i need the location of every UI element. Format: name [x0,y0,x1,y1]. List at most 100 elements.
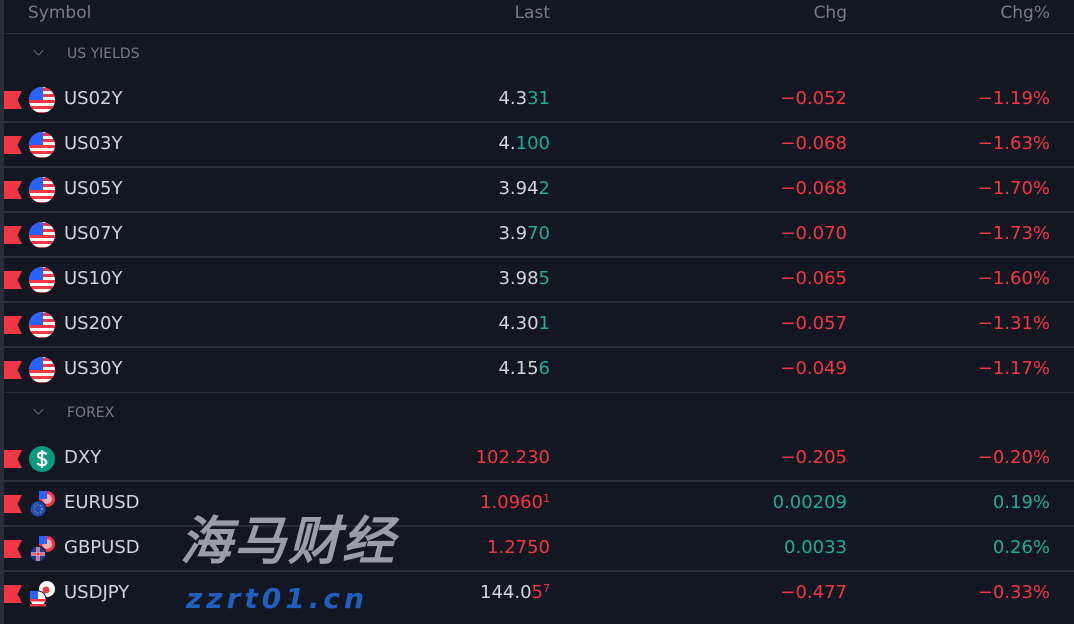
watchlist: Symbol Last Chg Chg% US YIELDS US02Y 4.3… [4,0,1074,617]
change: 0.00209 [772,492,847,513]
last-price: 144.057 [480,582,550,603]
symbol[interactable]: US20Y [64,313,123,334]
last-price: 1.09601 [480,492,550,513]
table-row[interactable]: US30Y 4.156 −0.049 −1.17% [4,348,1074,393]
last-main: 3.94 [498,178,539,199]
symbol[interactable]: US02Y [64,88,123,109]
flag-marker-icon[interactable] [4,91,22,109]
change: −0.052 [780,88,847,109]
change-percent: −0.20% [977,447,1050,468]
flag-marker-icon[interactable] [4,181,22,199]
col-chg[interactable]: Chg [813,3,847,23]
last-main: 144.0 [480,582,532,603]
change-percent: −1.31% [977,313,1050,334]
watchlist-body: US YIELDS US02Y 4.331 −0.052 −1.19% US03… [4,34,1074,617]
flag-marker-icon[interactable] [4,316,22,334]
last-highlight: 1 [538,313,550,334]
change: −0.049 [780,358,847,379]
last-price: 1.2750 [487,537,550,558]
last-price: 4.156 [498,358,550,379]
last-price: 4.100 [498,133,550,154]
table-row[interactable]: US20Y 4.301 −0.057 −1.31% [4,303,1074,348]
table-row[interactable]: EURUSD 1.09601 0.00209 0.19% [4,482,1074,527]
last-pip: 1 [543,492,550,505]
change: −0.070 [780,223,847,244]
flag-marker-icon[interactable] [4,585,22,603]
group-header-us-yields[interactable]: US YIELDS [4,34,1074,78]
change-percent: −1.17% [977,358,1050,379]
change-percent: −1.70% [977,178,1050,199]
chevron-down-icon[interactable] [33,404,44,415]
last-highlight: 1.2750 [487,537,550,558]
change-percent: −1.63% [977,133,1050,154]
symbol[interactable]: USDJPY [64,582,130,603]
table-row[interactable]: US03Y 4.100 −0.068 −1.63% [4,123,1074,168]
flag-marker-icon[interactable] [4,136,22,154]
flag-marker-icon[interactable] [4,495,22,513]
change: −0.477 [780,582,847,603]
last-price: 3.970 [498,223,550,244]
change: −0.065 [780,268,847,289]
table-row[interactable]: US02Y 4.331 −0.052 −1.19% [4,78,1074,123]
last-pip: 7 [543,582,550,595]
change-percent: −1.60% [977,268,1050,289]
change-percent: −1.73% [977,223,1050,244]
last-main: 4.15 [498,358,539,379]
flag-marker-icon[interactable] [4,271,22,289]
flag-marker-icon[interactable] [4,361,22,379]
last-price: 4.301 [498,313,550,334]
symbol[interactable]: US07Y [64,223,123,244]
symbol[interactable]: DXY [64,447,102,468]
last-highlight: 5 [538,268,550,289]
watermark-logo: 海马财经 [180,512,397,572]
chevron-down-icon[interactable] [33,45,44,56]
flag-marker-icon[interactable] [4,450,22,468]
last-main: 3.98 [498,268,539,289]
symbol[interactable]: US10Y [64,268,123,289]
table-row[interactable]: USDJPY 144.057 −0.477 −0.33% [4,572,1074,617]
symbol[interactable]: US30Y [64,358,123,379]
symbol[interactable]: EURUSD [64,492,140,513]
eu-us-flags-icon [28,490,56,518]
last-price: 102.230 [476,447,550,468]
table-row[interactable]: US10Y 3.985 −0.065 −1.60% [4,258,1074,303]
change-percent: −0.33% [977,582,1050,603]
uk-us-flags-icon [28,535,56,563]
group-label: US YIELDS [67,46,140,62]
col-chg-pct[interactable]: Chg% [1000,3,1050,23]
change: −0.205 [780,447,847,468]
table-row[interactable]: US05Y 3.942 −0.068 −1.70% [4,168,1074,213]
us-flag-icon [28,176,56,204]
col-symbol[interactable]: Symbol [28,3,92,23]
us-flag-icon [28,221,56,249]
panel-left-border [0,0,4,624]
table-row[interactable]: US07Y 3.970 −0.070 −1.73% [4,213,1074,258]
us-flag-icon [28,266,56,294]
table-row[interactable]: DXY 102.230 −0.205 −0.20% [4,437,1074,482]
last-price: 3.985 [498,268,550,289]
last-price: 4.331 [498,88,550,109]
last-price: 3.942 [498,178,550,199]
table-row[interactable]: GBPUSD 1.2750 0.0033 0.26% [4,527,1074,572]
flag-marker-icon[interactable] [4,540,22,558]
change-percent: −1.19% [977,88,1050,109]
last-highlight: 6 [538,358,550,379]
us-flag-icon [28,311,56,339]
col-last[interactable]: Last [514,3,550,23]
group-header-forex[interactable]: FOREX [4,393,1074,437]
last-highlight: 5 [531,582,543,603]
us-jp-flags-icon [28,580,56,608]
change-percent: 0.19% [992,492,1050,513]
symbol[interactable]: US05Y [64,178,123,199]
change: 0.0033 [784,537,847,558]
last-main: 4.30 [498,313,539,334]
last-highlight: 31 [527,88,550,109]
change: −0.068 [780,178,847,199]
symbol[interactable]: GBPUSD [64,537,140,558]
flag-marker-icon[interactable] [4,226,22,244]
last-highlight: 102.230 [475,447,550,468]
symbol[interactable]: US03Y [64,133,123,154]
last-main: 3.9 [498,223,528,244]
group-label: FOREX [67,405,115,421]
last-highlight: 1.0960 [480,492,543,513]
